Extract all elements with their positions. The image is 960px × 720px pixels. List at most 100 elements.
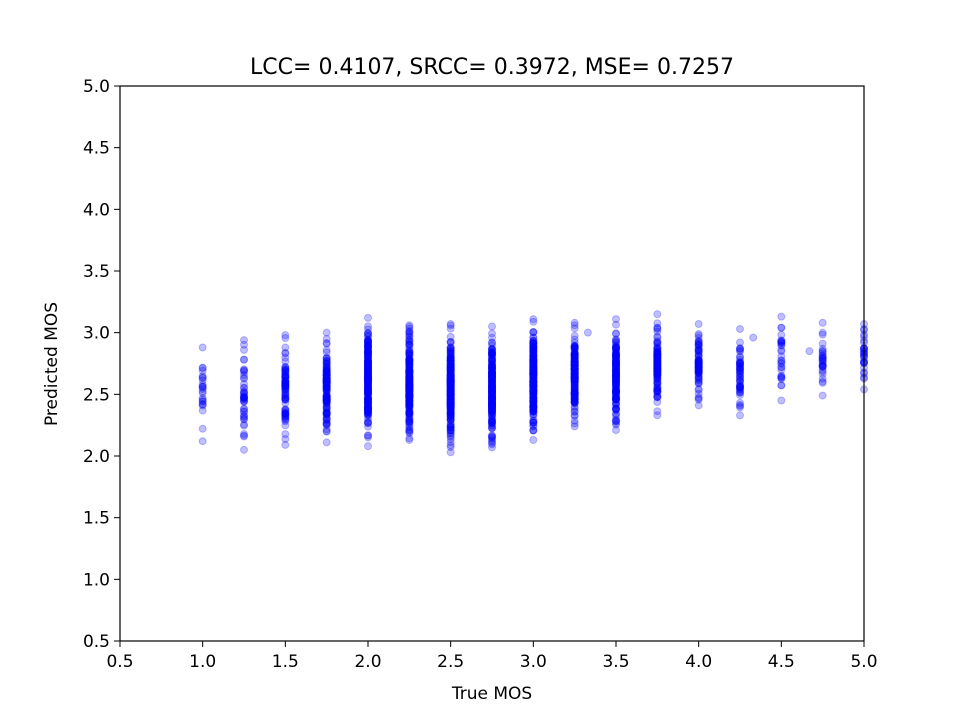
scatter-point	[653, 358, 662, 367]
scatter-point	[612, 375, 620, 384]
scatter-point	[488, 369, 496, 378]
scatter-point	[529, 366, 538, 375]
scatter-point	[488, 377, 496, 386]
scatter-point	[240, 383, 248, 392]
y-tick-label: 3.0	[83, 324, 110, 344]
scatter-point	[736, 401, 744, 410]
scatter-point	[653, 368, 662, 377]
scatter-point	[364, 418, 372, 427]
scatter-point	[446, 394, 455, 403]
scatter-point	[322, 339, 331, 348]
scatter-point	[405, 371, 414, 380]
scatter-point	[736, 353, 744, 362]
scatter-point	[446, 371, 455, 380]
scatter-point	[281, 331, 290, 340]
scatter-point	[364, 335, 372, 344]
scatter-point	[488, 382, 496, 391]
scatter-point	[570, 373, 579, 382]
scatter-point	[488, 381, 496, 390]
y-tick-label: 4.5	[83, 139, 110, 159]
scatter-point	[446, 387, 455, 396]
scatter-point	[612, 355, 620, 364]
scatter-point	[488, 368, 496, 377]
scatter-point	[240, 404, 248, 413]
scatter-point	[364, 368, 372, 377]
scatter-point	[488, 393, 496, 402]
scatter-point	[322, 411, 331, 420]
scatter-point	[405, 384, 414, 393]
scatter-point	[364, 395, 372, 404]
scatter-point	[612, 376, 620, 385]
scatter-point	[446, 397, 455, 406]
scatter-point	[198, 401, 207, 410]
scatter-point	[405, 399, 414, 408]
scatter-point	[488, 365, 496, 374]
scatter-point	[364, 345, 372, 354]
scatter-point	[364, 351, 372, 360]
scatter-point	[777, 356, 786, 365]
scatter-point	[488, 349, 496, 358]
scatter-point	[405, 374, 414, 383]
scatter-point	[446, 410, 455, 419]
scatter-point	[488, 405, 496, 414]
scatter-point	[488, 384, 496, 393]
scatter-point	[364, 348, 372, 357]
scatter-point	[653, 361, 662, 370]
scatter-point	[405, 397, 414, 406]
x-axis-label: True MOS	[451, 684, 532, 704]
scatter-point	[364, 375, 372, 384]
scatter-point	[612, 377, 620, 386]
scatter-point	[612, 388, 620, 397]
scatter-point	[529, 364, 538, 373]
x-tick-label: 2.5	[437, 652, 464, 672]
scatter-point	[529, 347, 538, 356]
scatter-point	[405, 376, 414, 385]
scatter-point	[322, 368, 331, 377]
scatter-point	[612, 415, 620, 424]
scatter-point	[405, 402, 414, 411]
y-tick-label: 4.0	[83, 200, 110, 220]
scatter-point	[322, 354, 331, 363]
scatter-point	[570, 350, 579, 359]
scatter-point	[570, 393, 579, 402]
scatter-point	[364, 373, 372, 382]
scatter-point	[446, 398, 455, 407]
scatter-point	[405, 349, 414, 358]
scatter-point	[405, 393, 414, 402]
scatter-point	[653, 379, 662, 388]
scatter-point	[529, 327, 538, 336]
scatter-point	[488, 412, 496, 421]
scatter-point	[405, 396, 414, 405]
scatter-point	[736, 363, 744, 372]
scatter-point	[322, 410, 331, 419]
scatter-point	[446, 381, 455, 390]
scatter-point	[694, 345, 703, 354]
scatter-point	[405, 409, 414, 418]
scatter-point	[529, 360, 538, 369]
scatter-point	[446, 367, 455, 376]
scatter-point	[529, 388, 538, 397]
scatter-point	[653, 398, 662, 407]
scatter-point	[364, 380, 372, 389]
scatter-point	[653, 365, 662, 374]
scatter-point	[446, 347, 455, 356]
scatter-point	[446, 391, 455, 400]
scatter-point	[364, 329, 372, 337]
scatter-point	[322, 386, 331, 395]
scatter-point	[281, 410, 290, 419]
scatter-point	[446, 379, 455, 388]
scatter-point	[446, 391, 455, 400]
scatter-point	[446, 368, 455, 377]
scatter-point	[488, 411, 496, 420]
scatter-point	[612, 352, 620, 361]
scatter-point	[446, 416, 455, 425]
scatter-point	[736, 360, 744, 369]
scatter-point	[364, 402, 372, 411]
scatter-point	[446, 395, 455, 404]
scatter-point	[570, 390, 579, 399]
scatter-point	[364, 381, 372, 390]
scatter-point	[612, 352, 620, 361]
scatter-point	[570, 362, 579, 371]
scatter-point	[653, 355, 662, 364]
scatter-point	[364, 349, 372, 358]
